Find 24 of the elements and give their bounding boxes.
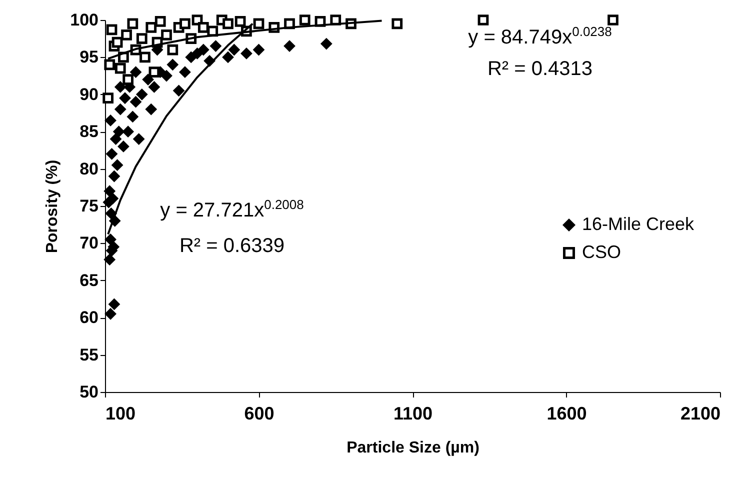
y-tick-label: 100 <box>70 10 98 30</box>
x-tick-label: 1600 <box>546 404 587 424</box>
legend-label: CSO <box>582 242 622 262</box>
y-tick-label: 65 <box>80 270 98 290</box>
annotation: y = 27.721x$^{0.2008}$ <box>160 197 304 223</box>
y-tick-label: 70 <box>80 234 98 253</box>
x-tick-label: 2100 <box>680 404 720 424</box>
annotation: y = 84.749x$^{0.0238}$ <box>468 24 612 50</box>
annotation: R² = 0.4313 <box>487 58 593 81</box>
y-tick-label: 80 <box>80 159 98 178</box>
y-tick-label: 75 <box>80 196 98 216</box>
y-axis-title: Porosity (%) <box>44 160 62 254</box>
x-tick-label: 1100 <box>393 404 433 424</box>
y-tick-label: 85 <box>80 122 98 142</box>
x-tick-label: 100 <box>106 404 136 424</box>
x-tick-label: 600 <box>244 404 274 424</box>
x-axis-title: Particle Size (µm) <box>346 440 480 456</box>
y-tick-label: 90 <box>80 84 98 104</box>
y-tick-label: 95 <box>80 48 98 67</box>
legend-label: 16-Mile Creek <box>582 214 696 234</box>
annotation: R² = 0.6339 <box>179 235 285 258</box>
y-tick-label: 60 <box>80 308 98 328</box>
y-tick-label: 55 <box>80 345 98 364</box>
y-tick-label: 50 <box>80 382 98 402</box>
